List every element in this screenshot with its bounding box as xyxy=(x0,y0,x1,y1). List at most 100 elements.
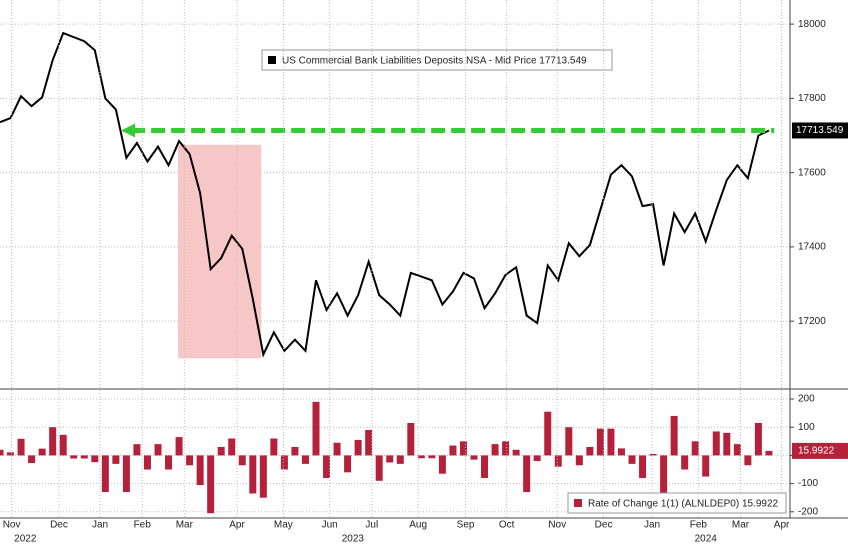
bar xyxy=(733,444,741,456)
bar xyxy=(607,428,615,456)
bar xyxy=(238,455,246,466)
legend-swatch xyxy=(574,499,582,507)
x-tick-label: Apr xyxy=(774,520,790,531)
bar xyxy=(523,455,531,493)
x-tick-label: Dec xyxy=(595,520,613,531)
bar xyxy=(765,450,773,456)
bar xyxy=(449,445,457,456)
bar xyxy=(49,427,57,456)
bar xyxy=(744,455,752,466)
bar xyxy=(312,401,320,456)
bar xyxy=(280,455,288,470)
y-tick-label: 18000 xyxy=(798,19,826,30)
bar xyxy=(691,441,699,456)
x-year-label: 2023 xyxy=(342,534,365,544)
bar xyxy=(17,438,25,456)
x-tick-label: Oct xyxy=(499,520,515,531)
last-value-tag xyxy=(792,442,848,459)
y-tick-label: 17600 xyxy=(798,167,826,178)
bar xyxy=(70,455,78,459)
y-tick-label: 17800 xyxy=(798,93,826,104)
x-tick-label: May xyxy=(274,520,293,531)
x-tick-label: Mar xyxy=(732,520,750,531)
bar xyxy=(639,455,647,478)
bar xyxy=(660,455,668,502)
bar xyxy=(512,449,520,456)
bar xyxy=(533,455,541,462)
x-year-label: 2024 xyxy=(695,534,718,544)
y-tick-label: -200 xyxy=(798,506,818,517)
bar xyxy=(502,441,510,456)
bar xyxy=(459,441,467,456)
bar xyxy=(375,455,383,481)
bar xyxy=(565,427,573,456)
bar xyxy=(333,442,341,456)
bar xyxy=(681,455,689,470)
bar xyxy=(628,455,636,464)
bar xyxy=(575,455,583,466)
last-value-label: 15.9922 xyxy=(798,446,835,457)
x-tick-label: Jan xyxy=(644,520,660,531)
bar xyxy=(165,455,173,470)
bar xyxy=(59,434,67,456)
y-tick-label: 200 xyxy=(798,394,815,405)
bar xyxy=(544,411,552,456)
bar xyxy=(270,438,278,456)
bar xyxy=(249,455,257,494)
legend-box xyxy=(567,492,787,514)
y-tick-label: 17400 xyxy=(798,242,826,253)
bar xyxy=(291,446,299,456)
bar xyxy=(438,455,446,474)
bar xyxy=(428,455,436,459)
bar xyxy=(38,448,46,456)
x-tick-label: Nov xyxy=(3,520,21,531)
x-tick-label: Jul xyxy=(365,520,378,531)
bar xyxy=(80,455,88,459)
x-tick-label: Jun xyxy=(322,520,338,531)
bar xyxy=(228,438,236,456)
bar xyxy=(122,455,130,493)
x-tick-label: Jan xyxy=(92,520,108,531)
bar xyxy=(617,448,625,456)
x-tick-label: Mar xyxy=(176,520,194,531)
bar xyxy=(702,455,710,477)
last-value-tag xyxy=(792,122,848,139)
bar xyxy=(259,455,267,498)
x-tick-label: Dec xyxy=(50,520,68,531)
bar xyxy=(186,455,194,466)
x-tick-label: Feb xyxy=(134,520,152,531)
bar xyxy=(407,422,415,456)
bar xyxy=(396,455,404,464)
bar xyxy=(323,455,331,478)
last-value-label: 17713.549 xyxy=(796,125,844,136)
bar xyxy=(175,437,183,456)
bar xyxy=(143,455,151,470)
bar xyxy=(196,455,204,486)
bar xyxy=(491,444,499,456)
x-tick-label: Feb xyxy=(690,520,708,531)
y-tick-label: 100 xyxy=(798,422,815,433)
bar xyxy=(133,444,141,456)
legend-label: Rate of Change 1(1) (ALNLDEP0) 15.9922 xyxy=(588,499,779,510)
x-year-label: 2022 xyxy=(14,534,37,544)
legend-label: US Commercial Bank Liabilities Deposits … xyxy=(282,56,587,67)
arrow-head xyxy=(121,123,136,138)
bar xyxy=(28,455,36,464)
bar xyxy=(670,415,678,456)
legend-box xyxy=(261,49,613,71)
line xyxy=(0,31,770,358)
bar xyxy=(207,455,215,514)
bar xyxy=(417,455,425,459)
bar xyxy=(649,454,657,456)
bar xyxy=(91,455,99,463)
bar xyxy=(723,432,731,456)
bar xyxy=(470,455,478,460)
y-tick-label: -100 xyxy=(798,478,818,489)
bar xyxy=(754,422,762,456)
bar xyxy=(712,431,720,456)
bar xyxy=(7,452,15,456)
x-tick-label: Apr xyxy=(229,520,245,531)
bar xyxy=(596,428,604,456)
bar xyxy=(354,439,362,456)
